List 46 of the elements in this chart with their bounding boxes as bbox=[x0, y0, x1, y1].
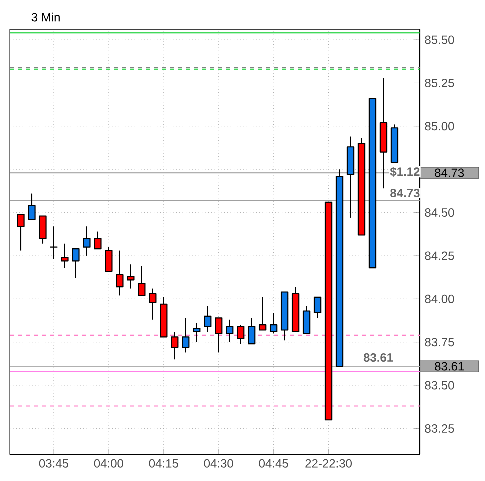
y-tick-label: 83.25 bbox=[425, 424, 454, 433]
x-tick-label: 04:30 bbox=[204, 459, 234, 468]
candlestick bbox=[314, 296, 322, 319]
x-tick-label: 04:00 bbox=[94, 459, 124, 468]
candlestick bbox=[182, 318, 190, 354]
candlestick bbox=[171, 331, 179, 360]
candlestick bbox=[28, 193, 36, 220]
candlestick bbox=[17, 214, 25, 252]
y-tick-label: 83.50 bbox=[425, 381, 454, 390]
candlestick bbox=[193, 322, 201, 343]
candlestick bbox=[302, 306, 311, 334]
annotation: 83.61 bbox=[364, 353, 394, 362]
candlestick bbox=[50, 226, 58, 260]
candlestick bbox=[105, 246, 113, 272]
candlestick bbox=[226, 319, 234, 343]
candlestick bbox=[39, 216, 47, 244]
y-tick-label: 83.75 bbox=[425, 338, 454, 347]
candlestick bbox=[138, 266, 146, 296]
annotation: 84.73 bbox=[390, 189, 420, 198]
candlestick bbox=[270, 312, 278, 334]
annotation: $1.12 bbox=[390, 167, 420, 177]
y-tick-label: 85.25 bbox=[425, 78, 454, 88]
candlestick bbox=[116, 250, 124, 296]
candlestick bbox=[72, 248, 80, 279]
y-tick-label: 85.50 bbox=[425, 36, 454, 44]
ref-line-label: 83.61 bbox=[435, 362, 464, 371]
x-tick-label: 03:45 bbox=[39, 459, 68, 468]
y-tick-label: 85.00 bbox=[425, 122, 454, 131]
x-tick-label: 22-22:30 bbox=[306, 459, 352, 468]
y-tick-label: 84.00 bbox=[425, 294, 454, 304]
candlestick bbox=[204, 306, 212, 333]
candlestick bbox=[258, 296, 267, 331]
candlestick bbox=[83, 226, 91, 257]
candlestick bbox=[248, 318, 256, 345]
candlestick bbox=[127, 264, 135, 290]
candlestick bbox=[61, 243, 69, 269]
candlestick bbox=[149, 288, 157, 320]
chart-title: 3 Min bbox=[32, 12, 60, 22]
y-tick-label: 84.50 bbox=[425, 208, 454, 218]
candlestick bbox=[94, 231, 102, 250]
ref-line-label: 84.73 bbox=[435, 168, 464, 178]
x-tick-label: 04:45 bbox=[259, 459, 288, 468]
y-tick-label: 84.25 bbox=[425, 252, 454, 260]
candlestick bbox=[237, 324, 245, 345]
x-tick-label: 04:15 bbox=[149, 459, 178, 468]
candlestick bbox=[215, 318, 223, 354]
